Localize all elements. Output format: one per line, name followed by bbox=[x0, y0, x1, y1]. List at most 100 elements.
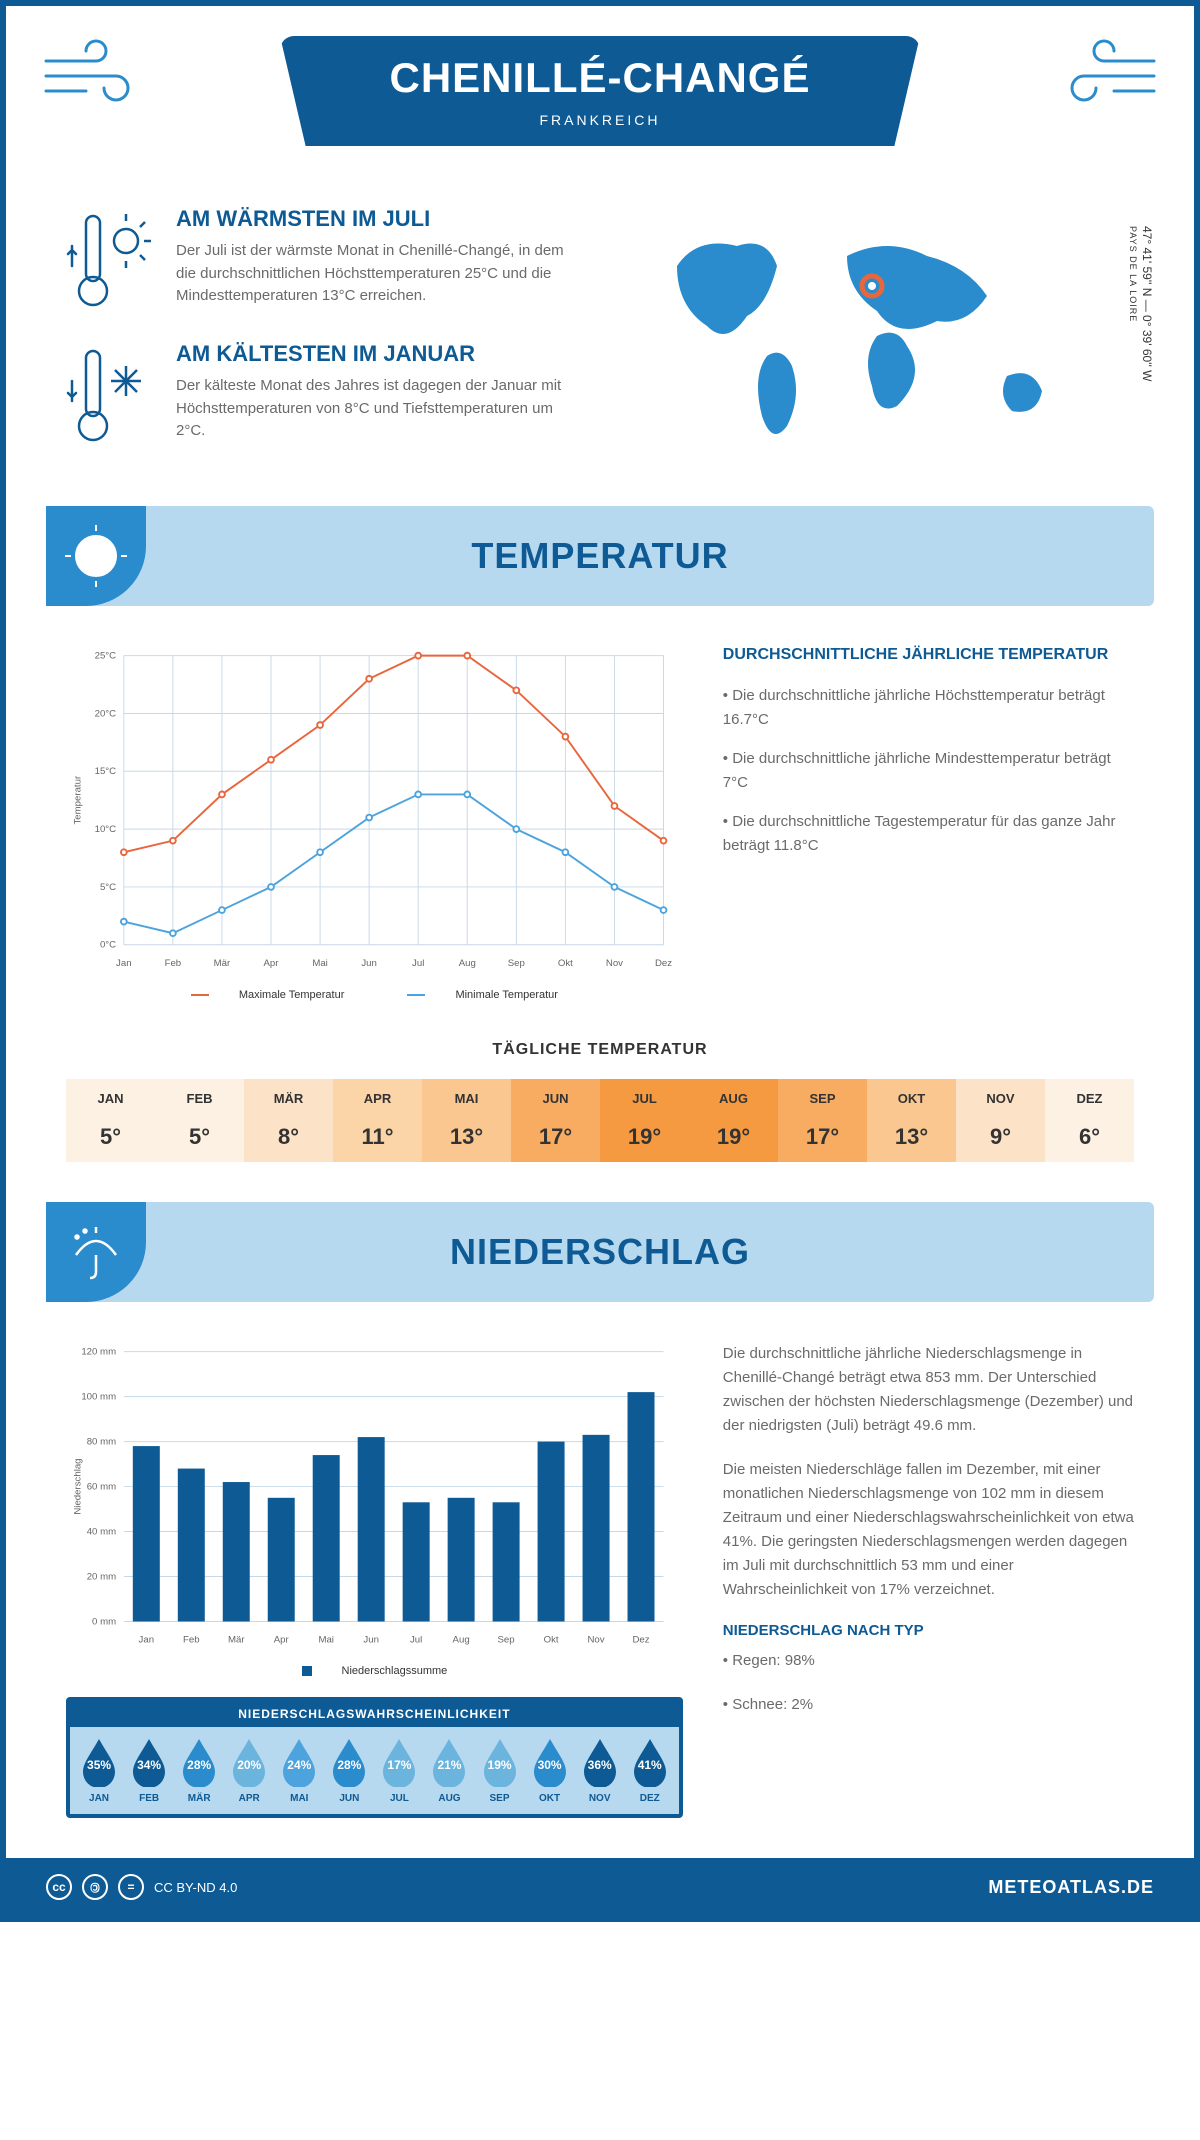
svg-text:Dez: Dez bbox=[655, 958, 672, 969]
svg-text:Nov: Nov bbox=[606, 958, 623, 969]
by-icon: 🄯 bbox=[82, 1874, 108, 1900]
cc-icon: cc bbox=[46, 1874, 72, 1900]
sun-icon bbox=[46, 506, 146, 606]
daily-temp-cell: AUG19° bbox=[689, 1079, 778, 1162]
precip-text-2: Die meisten Niederschläge fallen im Deze… bbox=[723, 1458, 1134, 1602]
svg-text:120 mm: 120 mm bbox=[81, 1346, 116, 1357]
temp-info-3: • Die durchschnittliche Tagestemperatur … bbox=[723, 810, 1134, 858]
svg-text:100 mm: 100 mm bbox=[81, 1391, 116, 1402]
svg-text:Nov: Nov bbox=[587, 1634, 604, 1645]
daily-temp-title: TÄGLICHE TEMPERATUR bbox=[66, 1041, 1134, 1059]
umbrella-icon bbox=[46, 1202, 146, 1302]
daily-temp-cell: NOV9° bbox=[956, 1079, 1045, 1162]
svg-text:0 mm: 0 mm bbox=[92, 1616, 116, 1627]
svg-text:Feb: Feb bbox=[165, 958, 182, 969]
coordinates: 47° 41' 59'' N — 0° 39' 60'' WPAYS DE LA… bbox=[1126, 226, 1154, 381]
probability-cell: 21%AUG bbox=[426, 1737, 472, 1804]
nd-icon: = bbox=[118, 1874, 144, 1900]
probability-cell: 19%SEP bbox=[477, 1737, 523, 1804]
warmest-title: AM WÄRMSTEN IM JULI bbox=[176, 206, 580, 232]
svg-text:Jul: Jul bbox=[412, 958, 424, 969]
probability-cell: 30%OKT bbox=[527, 1737, 573, 1804]
wind-icon-right bbox=[1044, 36, 1164, 116]
probability-title: NIEDERSCHLAGSWAHRSCHEINLICHKEIT bbox=[70, 1701, 679, 1727]
precip-type-title: NIEDERSCHLAG NACH TYP bbox=[723, 1622, 1134, 1639]
temp-info-1: • Die durchschnittliche jährliche Höchst… bbox=[723, 684, 1134, 732]
thermometer-hot-icon bbox=[66, 206, 156, 316]
svg-text:Sep: Sep bbox=[498, 1634, 515, 1645]
precipitation-bar-chart: 0 mm 20 mm 40 mm 60 mm 80 mm 100 mm 120 mm Jan F… bbox=[66, 1342, 683, 1650]
header-banner: CHENILLÉ-CHANGÉ FRANKREICH bbox=[280, 36, 920, 146]
precipitation-body: 0 mm 20 mm 40 mm 60 mm 80 mm 100 mm 120 mm Jan F… bbox=[6, 1302, 1194, 1858]
probability-cell: 36%NOV bbox=[577, 1737, 623, 1804]
infographic-frame: CHENILLÉ-CHANGÉ FRANKREICH AM WÄRMSTEN I… bbox=[0, 0, 1200, 1922]
probability-cell: 34%FEB bbox=[126, 1737, 172, 1804]
svg-text:Okt: Okt bbox=[558, 958, 573, 969]
map-column: 47° 41' 59'' N — 0° 39' 60'' WPAYS DE LA… bbox=[620, 206, 1134, 476]
license-text: CC BY-ND 4.0 bbox=[154, 1880, 237, 1895]
probability-cell: 17%JUL bbox=[376, 1737, 422, 1804]
svg-text:60 mm: 60 mm bbox=[87, 1481, 116, 1492]
precip-type-1: • Regen: 98% bbox=[723, 1649, 1134, 1673]
warmest-text: Der Juli ist der wärmste Monat in Chenil… bbox=[176, 240, 580, 308]
svg-text:Mai: Mai bbox=[312, 958, 328, 969]
svg-text:Aug: Aug bbox=[459, 958, 476, 969]
svg-text:40 mm: 40 mm bbox=[87, 1526, 116, 1537]
precipitation-info: Die durchschnittliche jährliche Niedersc… bbox=[723, 1342, 1134, 1818]
daily-temp-cell: APR11° bbox=[333, 1079, 422, 1162]
world-map-icon bbox=[620, 206, 1134, 466]
daily-temperature: TÄGLICHE TEMPERATUR JAN5°FEB5°MÄR8°APR11… bbox=[6, 1041, 1194, 1202]
probability-cell: 41%DEZ bbox=[627, 1737, 673, 1804]
location-country: FRANKREICH bbox=[320, 112, 880, 128]
location-title: CHENILLÉ-CHANGÉ bbox=[320, 54, 880, 102]
probability-box: NIEDERSCHLAGSWAHRSCHEINLICHKEIT 35%JAN34… bbox=[66, 1697, 683, 1818]
svg-text:5°C: 5°C bbox=[100, 882, 116, 893]
svg-text:Jun: Jun bbox=[363, 1634, 379, 1645]
svg-text:Feb: Feb bbox=[183, 1634, 200, 1645]
daily-temp-cell: OKT13° bbox=[867, 1079, 956, 1162]
svg-text:Mai: Mai bbox=[318, 1634, 334, 1645]
probability-cell: 24%MAI bbox=[276, 1737, 322, 1804]
precipitation-title: NIEDERSCHLAG bbox=[450, 1231, 750, 1273]
license-block: cc 🄯 = CC BY-ND 4.0 bbox=[46, 1874, 237, 1900]
svg-text:Aug: Aug bbox=[453, 1634, 470, 1645]
temperature-title: TEMPERATUR bbox=[471, 535, 728, 577]
coldest-title: AM KÄLTESTEN IM JANUAR bbox=[176, 341, 580, 367]
svg-text:25°C: 25°C bbox=[95, 651, 117, 662]
svg-text:Dez: Dez bbox=[632, 1634, 649, 1645]
svg-text:15°C: 15°C bbox=[95, 766, 117, 777]
temp-info-2: • Die durchschnittliche jährliche Mindes… bbox=[723, 747, 1134, 795]
intro-text-column: AM WÄRMSTEN IM JULI Der Juli ist der wär… bbox=[66, 206, 580, 476]
svg-text:80 mm: 80 mm bbox=[87, 1436, 116, 1447]
daily-temp-cell: DEZ6° bbox=[1045, 1079, 1134, 1162]
footer: cc 🄯 = CC BY-ND 4.0 METEOATLAS.DE bbox=[6, 1858, 1194, 1916]
probability-cell: 28%JUN bbox=[326, 1737, 372, 1804]
precipitation-section-header: NIEDERSCHLAG bbox=[46, 1202, 1154, 1302]
temp-info-title: DURCHSCHNITTLICHE JÄHRLICHE TEMPERATUR bbox=[723, 646, 1134, 664]
wind-icon-left bbox=[36, 36, 156, 116]
svg-text:Okt: Okt bbox=[544, 1634, 559, 1645]
svg-text:Apr: Apr bbox=[264, 958, 280, 969]
svg-text:Apr: Apr bbox=[274, 1634, 290, 1645]
daily-temp-cell: JAN5° bbox=[66, 1079, 155, 1162]
daily-temp-cell: JUL19° bbox=[600, 1079, 689, 1162]
coldest-text: Der kälteste Monat des Jahres ist dagege… bbox=[176, 375, 580, 443]
temp-chart-legend: Maximale Temperatur Minimale Temperatur bbox=[66, 989, 683, 1001]
temperature-body: 0°C5°C10°C15°C20°C25°CJanFebMärAprMaiJun… bbox=[6, 606, 1194, 1041]
svg-text:Jan: Jan bbox=[139, 1634, 155, 1645]
daily-temp-cell: JUN17° bbox=[511, 1079, 600, 1162]
probability-cell: 35%JAN bbox=[76, 1737, 122, 1804]
svg-text:Niederschlag: Niederschlag bbox=[72, 1458, 83, 1514]
svg-text:10°C: 10°C bbox=[95, 824, 117, 835]
daily-temp-cell: MAI13° bbox=[422, 1079, 511, 1162]
coldest-block: AM KÄLTESTEN IM JANUAR Der kälteste Mona… bbox=[66, 341, 580, 451]
svg-text:Temperatur: Temperatur bbox=[72, 775, 83, 824]
probability-grid: 35%JAN34%FEB28%MÄR20%APR24%MAI28%JUN17%J… bbox=[70, 1727, 679, 1814]
precipitation-left: 0 mm 20 mm 40 mm 60 mm 80 mm 100 mm 120 mm Jan F… bbox=[66, 1342, 683, 1818]
svg-text:Mär: Mär bbox=[228, 1634, 245, 1645]
temperature-info: DURCHSCHNITTLICHE JÄHRLICHE TEMPERATUR •… bbox=[723, 646, 1134, 1001]
intro-section: AM WÄRMSTEN IM JULI Der Juli ist der wär… bbox=[6, 186, 1194, 506]
svg-text:20 mm: 20 mm bbox=[87, 1571, 116, 1582]
precip-chart-legend: Niederschlagssumme bbox=[66, 1665, 683, 1677]
precip-text-1: Die durchschnittliche jährliche Niedersc… bbox=[723, 1342, 1134, 1438]
